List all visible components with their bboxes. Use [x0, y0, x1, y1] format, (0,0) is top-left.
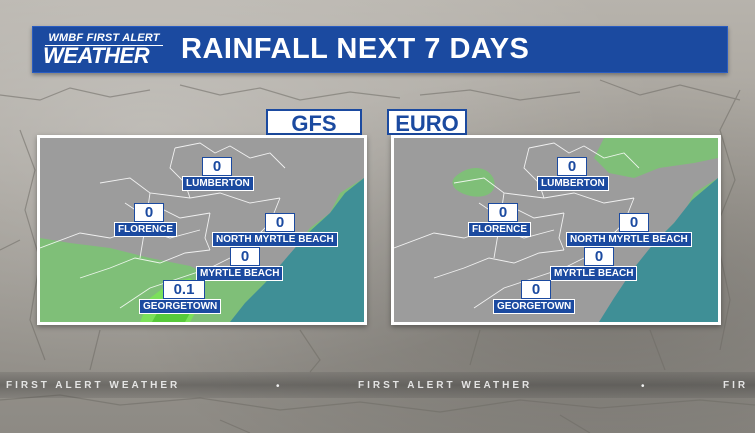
euro-map: 0 LUMBERTON 0 FLORENCE 0 NORTH MYRTLE BE… — [391, 135, 721, 325]
euro-north-myrtle-beach-label: NORTH MYRTLE BEACH — [566, 232, 692, 247]
gfs-north-myrtle-beach-value: 0 — [265, 213, 295, 232]
gfs-georgetown-label: GEORGETOWN — [139, 299, 222, 314]
euro-lumberton-label: LUMBERTON — [537, 176, 609, 191]
euro-myrtle-beach-label: MYRTLE BEACH — [550, 266, 638, 281]
gfs-lumberton-value: 0 — [202, 157, 232, 176]
gfs-florence-label: FLORENCE — [114, 222, 177, 237]
euro-florence-value: 0 — [488, 203, 518, 222]
gfs-lumberton-label: LUMBERTON — [182, 176, 254, 191]
euro-map-graphic — [394, 138, 718, 322]
euro-myrtle-beach-value: 0 — [584, 247, 614, 266]
station-logo: WMBF FIRST ALERT WEATHER — [41, 31, 167, 67]
euro-georgetown-label: GEORGETOWN — [493, 299, 576, 314]
ticker-text-center: FIRST ALERT WEATHER — [358, 380, 533, 391]
model-label-gfs: GFS — [266, 109, 362, 136]
logo-line-2: WEATHER — [43, 43, 150, 68]
ticker-strip — [0, 372, 755, 398]
model-label-euro: EURO — [387, 109, 467, 136]
title-banner: WMBF FIRST ALERT WEATHER RAINFALL NEXT 7… — [32, 26, 728, 73]
euro-lumberton-value: 0 — [557, 157, 587, 176]
page-title: RAINFALL NEXT 7 DAYS — [181, 33, 530, 65]
euro-florence-label: FLORENCE — [468, 222, 531, 237]
ticker-text-right: FIR — [723, 380, 749, 391]
gfs-north-myrtle-beach-label: NORTH MYRTLE BEACH — [212, 232, 338, 247]
euro-georgetown-value: 0 — [521, 280, 551, 299]
gfs-florence-value: 0 — [134, 203, 164, 222]
gfs-map: 0 LUMBERTON 0 FLORENCE 0 NORTH MYRTLE BE… — [37, 135, 367, 325]
ticker-separator-dot: • — [641, 381, 645, 392]
gfs-georgetown-value: 0.1 — [163, 280, 205, 299]
gfs-myrtle-beach-value: 0 — [230, 247, 260, 266]
ticker-separator-dot: • — [276, 381, 280, 392]
euro-north-myrtle-beach-value: 0 — [619, 213, 649, 232]
ticker-text-left: FIRST ALERT WEATHER — [6, 380, 181, 391]
gfs-myrtle-beach-label: MYRTLE BEACH — [196, 266, 284, 281]
logo-line-1: WMBF FIRST ALERT — [45, 32, 163, 46]
